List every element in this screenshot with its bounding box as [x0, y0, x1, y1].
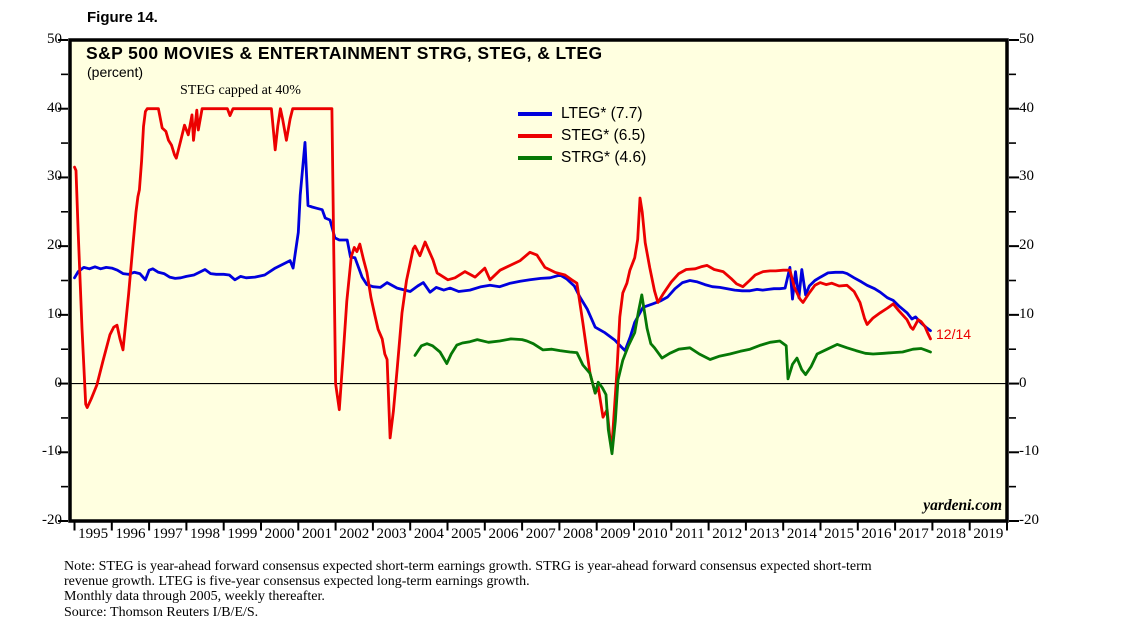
legend-label-steg: STEG* (6.5)	[561, 127, 646, 144]
note-line-1: Note: STEG is year-ahead forward consens…	[64, 559, 872, 574]
legend-row-lteg: LTEG* (7.7)	[518, 103, 646, 125]
steg-line	[73, 107, 932, 447]
end-date-label: 12/14	[936, 326, 972, 342]
lteg-line-swatch	[518, 112, 552, 116]
footnote-block: Note: STEG is year-ahead forward consens…	[64, 559, 872, 620]
cap-annotation: STEG capped at 40%	[180, 83, 301, 98]
legend: LTEG* (7.7) STEG* (6.5) STRG* (4.6)	[518, 103, 646, 169]
strg-line	[413, 293, 932, 456]
chart-subtitle: (percent)	[87, 64, 144, 80]
figure-label: Figure 14.	[87, 9, 158, 26]
watermark: yardeni.com	[923, 497, 1002, 514]
legend-label-lteg: LTEG* (7.7)	[561, 105, 643, 122]
plot-area	[68, 38, 1009, 523]
chart-title: S&P 500 MOVIES & ENTERTAINMENT STRG, STE…	[86, 43, 603, 63]
axis-ticks	[58, 39, 1019, 531]
steg-line-swatch	[518, 134, 552, 138]
legend-label-strg: STRG* (4.6)	[561, 149, 647, 166]
note-line-3: Monthly data through 2005, weekly therea…	[64, 589, 325, 605]
strg-line-swatch	[518, 156, 552, 160]
note-line-4: Source: Thomson Reuters I/B/E/S.	[64, 604, 259, 620]
lteg-line	[73, 140, 932, 353]
note-line-2: revenue growth. LTEG is five-year consen…	[64, 574, 530, 590]
legend-row-strg: STRG* (4.6)	[518, 147, 646, 169]
legend-row-steg: STEG* (6.5)	[518, 125, 646, 147]
